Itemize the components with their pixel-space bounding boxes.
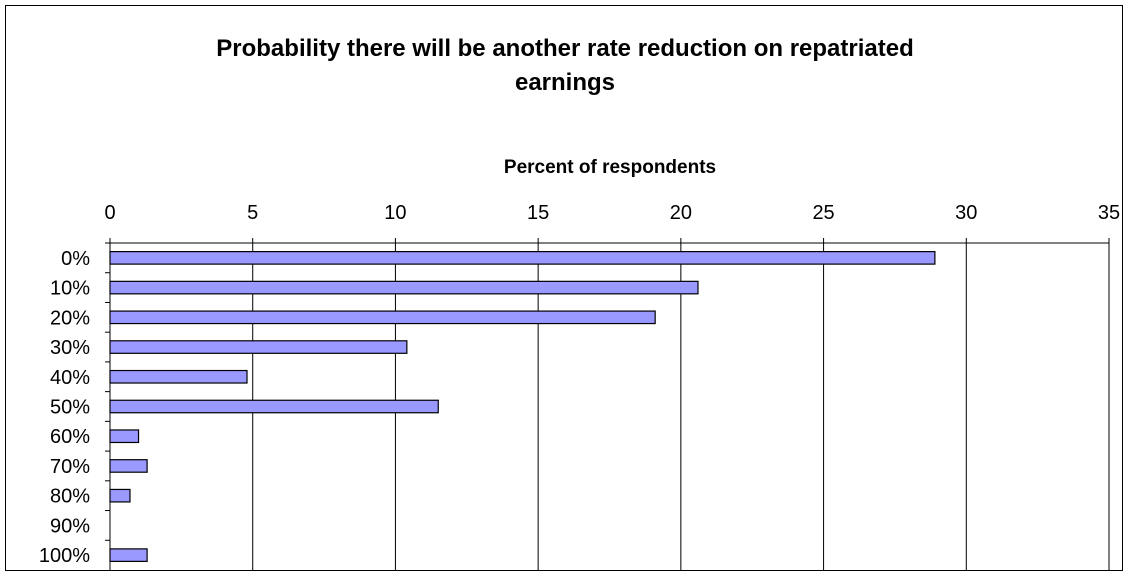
bar-40pct [109, 369, 248, 384]
category-label-60pct: 60% [50, 426, 90, 448]
axes [105, 238, 1110, 570]
bar-60pct [109, 429, 140, 444]
tick-label-x-5: 5 [247, 202, 258, 224]
bar-0pct [109, 251, 936, 265]
labels: 0 5 10 15 20 25 30 35 0% 10% 20% 30% 40% 50% 60% 70% 80%… [39, 202, 1120, 567]
tick-label-x-20: 20 [670, 202, 692, 224]
category-label-40pct: 40% [50, 367, 90, 389]
bar-100pct [109, 548, 148, 562]
category-label-90pct: 90% [50, 515, 90, 537]
tick-label-x-25: 25 [812, 202, 834, 224]
category-label-80pct: 80% [50, 486, 90, 508]
bar-20pct [109, 310, 656, 325]
bar-80pct [109, 488, 131, 503]
tick-label-x-35: 35 [1098, 202, 1120, 224]
category-label-70pct: 70% [50, 456, 90, 478]
category-label-0pct: 0% [61, 248, 90, 270]
tick-label-x-15: 15 [527, 202, 549, 224]
bar-70pct [109, 459, 148, 473]
bar-50pct [109, 399, 439, 414]
category-label-30pct: 30% [50, 337, 90, 359]
category-label-50pct: 50% [50, 397, 90, 419]
gridlines [252, 243, 1110, 570]
category-label-10pct: 10% [50, 278, 90, 300]
x-axis-title: Percent of respondents [504, 157, 716, 178]
category-label-100pct: 100% [39, 545, 90, 567]
bar-10pct [109, 280, 699, 295]
category-label-20pct: 20% [50, 307, 90, 329]
bars [109, 251, 936, 562]
tick-label-x-10: 10 [384, 202, 406, 224]
tick-label-x-30: 30 [955, 202, 977, 224]
chart-title-text: Probability there will be another rate r… [216, 35, 914, 96]
bar-30pct [109, 340, 408, 354]
chart-title: Probability there will be another rate r… [0, 32, 1130, 100]
tick-label-x-0: 0 [104, 202, 115, 224]
